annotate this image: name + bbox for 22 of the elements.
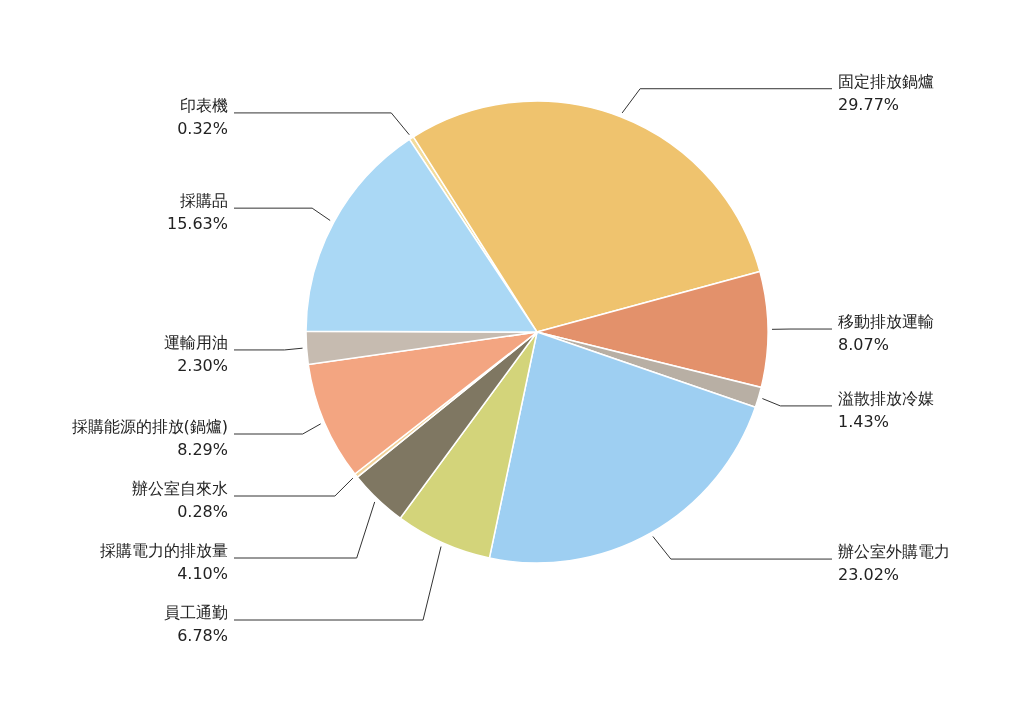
data-label: 29.77% xyxy=(838,94,900,114)
data-label: 2.30% xyxy=(177,355,228,375)
data-label: 1.43% xyxy=(838,411,889,431)
data-label: 6.78% xyxy=(177,626,228,646)
data-label: 0.32% xyxy=(177,118,228,138)
slice-label: 採購品 xyxy=(180,191,228,211)
data-label: 23.02% xyxy=(838,565,900,585)
slice-label: 溢散排放冷媒 xyxy=(838,388,934,408)
data-label: 8.29% xyxy=(177,440,228,460)
slice-label: 辦公室外購電力 xyxy=(838,542,950,562)
data-label: 0.28% xyxy=(177,502,228,522)
slice-label: 固定排放鍋爐 xyxy=(838,71,934,91)
data-label: 15.63% xyxy=(166,214,228,234)
data-label: 8.07% xyxy=(838,335,889,355)
slice-label: 運輸用油 xyxy=(164,332,228,352)
slice-label: 辦公室自來水 xyxy=(132,479,228,499)
slice-label: 印表機 xyxy=(180,95,228,115)
data-label: 4.10% xyxy=(177,564,228,584)
slice-label: 移動排放運輸 xyxy=(838,312,934,332)
slice-label: 採購電力的排放量 xyxy=(100,541,228,561)
slice-label: 採購能源的排放(鍋爐) xyxy=(71,417,228,437)
slice-label: 員工通勤 xyxy=(164,603,228,623)
